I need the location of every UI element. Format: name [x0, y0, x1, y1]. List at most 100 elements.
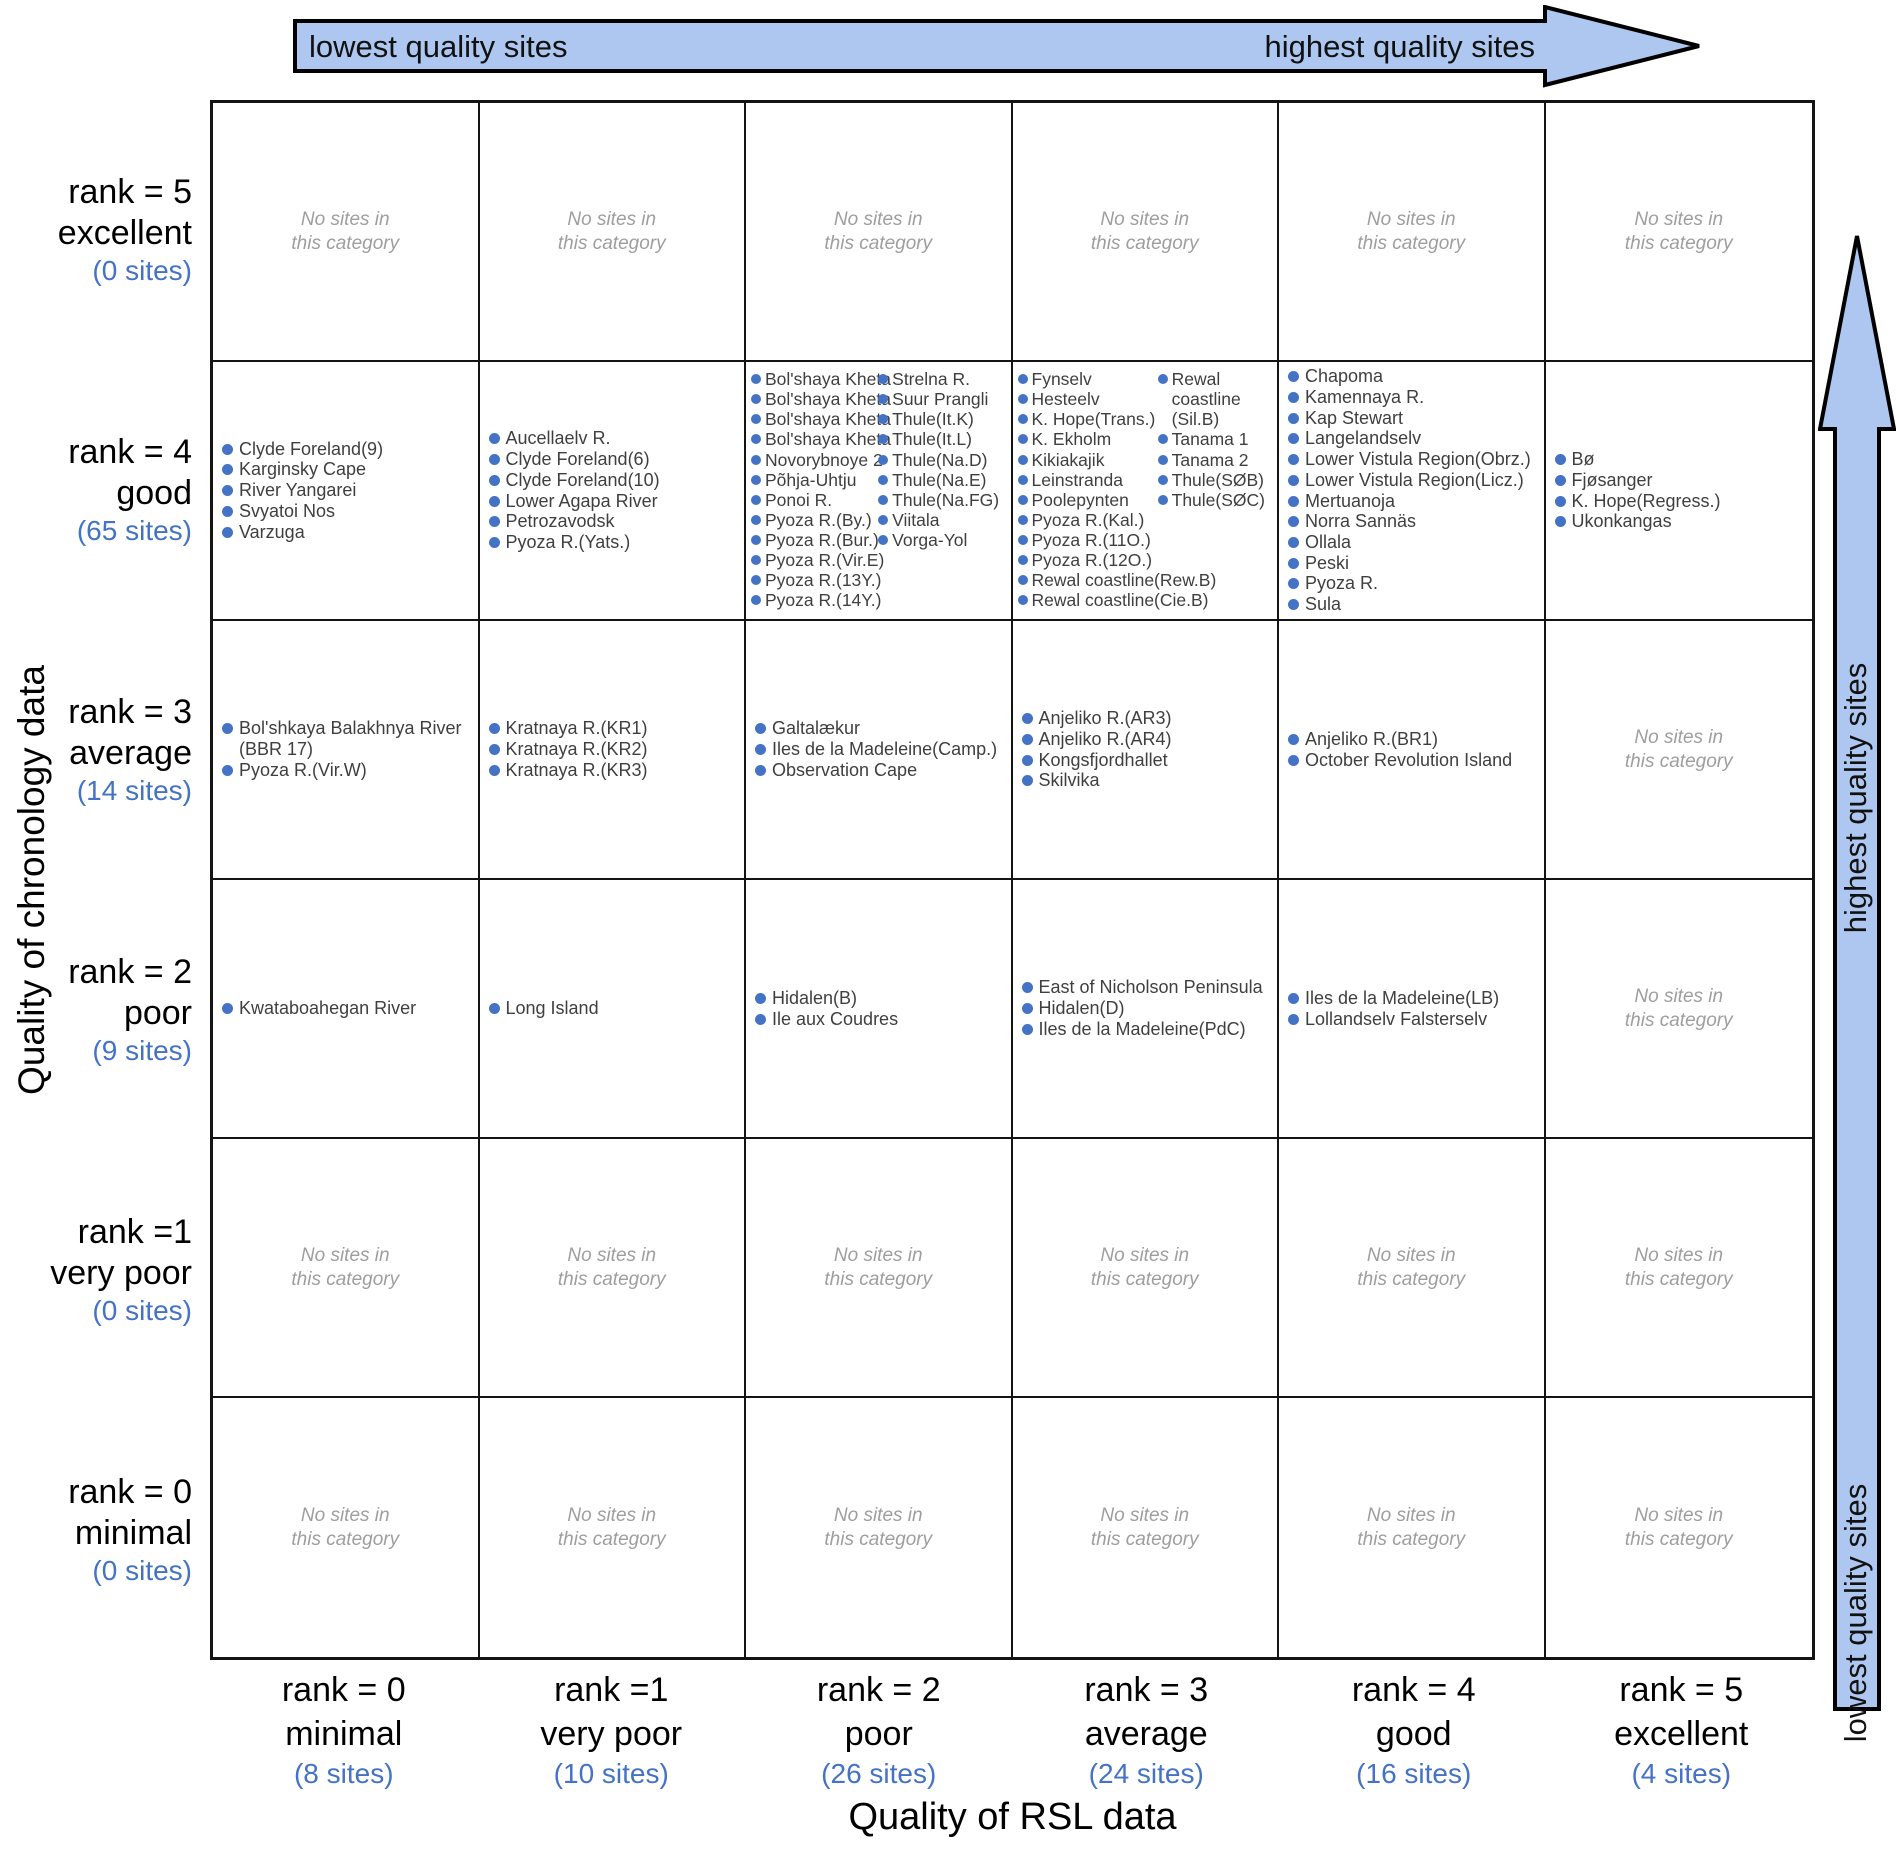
site-item: Peski — [1288, 553, 1542, 574]
site-name: Bol'shaya Kheta — [765, 409, 891, 430]
no-sites-text: No sites in this category — [1624, 726, 1733, 772]
right-arrow-top-label: highest quality sites — [1838, 662, 1873, 934]
site-item: Hesteelv — [1017, 389, 1158, 409]
site-list: Hidalen(B) Ile aux Coudres — [746, 880, 1011, 1137]
site-name: Ponoi R. — [765, 489, 833, 510]
bullet-dot-icon — [1554, 516, 1566, 528]
site-item: Bø — [1554, 449, 1811, 470]
x-axis-title: Quality of RSL data — [848, 1796, 1177, 1838]
no-sites-text: No sites in this category — [291, 208, 400, 254]
cell-chron0-rsl2: No sites in this category — [746, 1398, 1013, 1657]
site-item: Hidalen(D) — [1021, 998, 1276, 1019]
no-sites-text: No sites in this category — [557, 208, 666, 254]
cell-chron0-rsl0: No sites in this category — [213, 1398, 480, 1657]
bullet-dot-icon — [751, 454, 761, 465]
site-name: Thule(Na.FG) — [892, 489, 1000, 510]
bullet-dot-icon — [1288, 412, 1299, 424]
site-name: Galtalækur — [772, 718, 861, 739]
site-name: Kamennaya R. — [1305, 387, 1425, 408]
site-name: Pyoza R.(11O.) — [1031, 530, 1151, 550]
site-item: Bol'shaya Kheta — [751, 409, 891, 429]
site-name: Tanama 2 — [1171, 449, 1249, 470]
site-item: Clyde Foreland(10) — [488, 470, 743, 491]
bullet-dot-icon — [878, 394, 889, 405]
cell-chron5-rsl1: No sites in this category — [479, 103, 746, 362]
site-item: Thule(It.K) — [878, 409, 1010, 429]
top-arrow-right-label: highest quality sites — [1264, 29, 1535, 64]
bullet-dot-icon — [1157, 454, 1168, 465]
bullet-dot-icon — [751, 414, 761, 425]
site-item: Kongsfjordhallet — [1021, 750, 1276, 771]
site-name: Norra Sannäs — [1305, 511, 1417, 532]
bullet-dot-icon — [1017, 535, 1028, 545]
bullet-dot-icon — [1157, 494, 1168, 505]
site-name: Pyoza R.(12O.) — [1031, 550, 1153, 571]
site-name: Suur Prangli — [892, 389, 989, 410]
site-list: Clyde Foreland(9) Karginsky Cape River Yan… — [213, 362, 478, 619]
site-item: Iles de la Madeleine(PdC) — [1021, 1019, 1276, 1040]
row-label-0-word: minimal — [74, 1513, 192, 1552]
no-sites-text: No sites in this category — [557, 1244, 666, 1290]
site-item: Mertuanoja — [1288, 491, 1542, 512]
site-name: Ollala — [1305, 531, 1352, 552]
site-list: Anjeliko R.(BR1) October Revolution Islan… — [1279, 621, 1544, 878]
site-name: Pyoza R.(Vir.W) — [239, 759, 367, 780]
site-item: Pyoza R.(13Y.) — [751, 570, 882, 591]
site-item: Bol'shaya Kheta — [751, 429, 891, 449]
site-item: Fynselv — [1017, 369, 1158, 389]
bullet-dot-icon — [1017, 595, 1028, 606]
bullet-dot-icon — [878, 474, 889, 485]
bullet-dot-icon — [1288, 392, 1299, 404]
site-name: Kap Stewart — [1305, 407, 1404, 428]
bullet-dot-icon — [1017, 394, 1028, 405]
site-item: Kwataboahegan River — [222, 998, 476, 1019]
cell-chron3-rsl0: Bol'shkaya Balakhnya River (BBR 17) Pyoza… — [213, 621, 480, 880]
row-label-2-count: (9 sites) — [92, 1034, 192, 1066]
site-name: Thule(Na.D) — [892, 449, 988, 470]
site-list-two-columns: Bol'shaya Kheta Bol'shaya Kheta Bol'shaya … — [746, 362, 1011, 619]
bullet-dot-icon — [1017, 414, 1028, 425]
row-label-3-count: (14 sites) — [76, 774, 192, 806]
bullet-dot-icon — [1288, 598, 1299, 610]
col-label-3: rank = 3 average (24 sites) — [1013, 1668, 1281, 1793]
col-label-4-word: good — [1375, 1715, 1452, 1754]
site-name: Fjøsanger — [1571, 469, 1653, 490]
col-label-5-word: excellent — [1614, 1715, 1749, 1754]
site-item: Aucellaelv R. — [488, 428, 743, 449]
site-item: Pyoza R.(Kal.) — [1017, 510, 1158, 530]
cell-chron4-rsl4: Chapoma Kamennaya R. Kap Stewart Langelands… — [1279, 362, 1546, 621]
row-label-5: rank = 5 excellent (0 sites) — [0, 100, 204, 360]
bullet-dot-icon — [751, 434, 761, 445]
col-label-0-rank: rank = 0 — [281, 1671, 406, 1709]
col-label-5-count: (4 sites) — [1631, 1758, 1732, 1790]
bullet-dot-icon — [1288, 474, 1299, 486]
bullet-dot-icon — [878, 514, 889, 525]
site-name: Skilvika — [1038, 770, 1100, 791]
site-item: Bol'shaya Kheta — [751, 369, 891, 389]
row-label-2: rank = 2 poor (9 sites) — [0, 880, 204, 1140]
bullet-dot-icon — [755, 992, 766, 1004]
bullet-dot-icon — [755, 744, 766, 756]
site-item: Observation Cape — [755, 760, 1009, 781]
bullet-dot-icon — [878, 414, 889, 425]
site-name: K. Hope(Regress.) — [1571, 490, 1721, 511]
site-name: K. Hope(Trans.) — [1031, 409, 1156, 430]
bullet-dot-icon — [222, 526, 233, 538]
site-item: East of Nicholson Peninsula — [1021, 977, 1276, 998]
site-name: Hidalen(B) — [772, 987, 858, 1008]
bullet-dot-icon — [1017, 454, 1028, 465]
site-name: Anjeliko R.(BR1) — [1305, 728, 1439, 749]
cell-chron3-rsl3: Anjeliko R.(AR3) Anjeliko R.(AR4) Kongsfjo… — [1012, 621, 1279, 880]
site-name: Rewal coastline (Sil.B) — [1171, 369, 1241, 430]
bullet-dot-icon — [1017, 514, 1028, 525]
site-item: Vorga-Yol — [878, 530, 1010, 550]
cell-chron5-rsl4: No sites in this category — [1279, 103, 1546, 362]
bullet-dot-icon — [755, 1013, 766, 1025]
site-name: Pyoza R.(13Y.) — [765, 570, 882, 591]
site-item: Fjøsanger — [1554, 469, 1811, 491]
cell-chron2-rsl3: East of Nicholson Peninsula Hidalen(D) Ile… — [1012, 880, 1279, 1139]
site-item: Pyoza R.(By.) — [751, 510, 878, 530]
site-item: Varzuga — [222, 522, 476, 543]
no-sites-text: No sites in this category — [1357, 208, 1466, 254]
bullet-dot-icon — [222, 505, 233, 517]
